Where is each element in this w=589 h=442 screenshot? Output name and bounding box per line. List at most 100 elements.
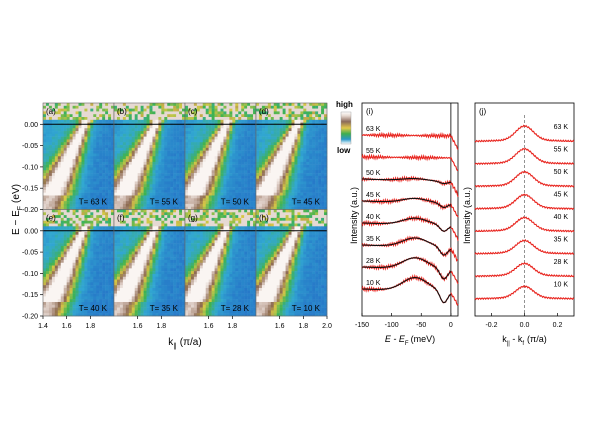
heatmap-cell: [99, 310, 103, 314]
heatmap-cell: [229, 201, 233, 205]
heatmap-cell: [122, 103, 127, 107]
heatmap-cell: [93, 114, 97, 118]
heatmap-cell: [149, 136, 153, 140]
heatmap-cell: [285, 164, 289, 168]
heatmap-cell: [122, 173, 127, 177]
heatmap-cell: [134, 125, 138, 129]
heatmap-cell: [134, 161, 138, 165]
heatmap-cell: [161, 128, 165, 132]
heatmap-cell: [321, 125, 325, 129]
heatmap-cell: [235, 181, 239, 185]
heatmap-cell: [140, 198, 144, 202]
heatmap-cell: [105, 265, 109, 269]
heatmap-cell: [66, 276, 70, 280]
heatmap-cell: [131, 237, 135, 241]
heatmap-cell: [140, 251, 144, 255]
heatmap-cell: [282, 131, 286, 135]
heatmap-cell: [267, 111, 272, 115]
heatmap-cell: [102, 301, 106, 306]
heatmap-cell: [185, 192, 189, 196]
heatmap-cell: [270, 164, 274, 168]
heatmap-cell: [69, 184, 73, 188]
heatmap-cell: [170, 192, 174, 196]
heatmap-cell: [309, 159, 313, 163]
heatmap-cell: [158, 175, 162, 179]
heatmap-cell: [51, 192, 56, 196]
heatmap-cell: [66, 220, 70, 224]
heatmap-cell: [294, 159, 298, 163]
heatmap-cell: [116, 187, 121, 191]
heatmap-cell: [72, 175, 76, 179]
heatmap-panel: (d)T= 45 K: [255, 102, 328, 210]
heatmap-cell: [63, 296, 67, 300]
heatmap-cell: [261, 114, 266, 118]
heatmap-cell: [51, 248, 56, 252]
heatmap-cell: [60, 164, 64, 168]
heatmap-cell: [270, 119, 274, 123]
heatmap-cell: [43, 187, 47, 191]
heatmap-cell: [217, 145, 221, 149]
heatmap-cell: [223, 111, 227, 115]
heatmap-cell: [217, 150, 221, 154]
heatmap-cell: [306, 105, 310, 109]
heatmap-cell: [270, 159, 274, 163]
heatmap-cell: [102, 243, 106, 247]
heatmap-cell: [208, 159, 212, 163]
heatmap-cell: [306, 189, 310, 193]
heatmap-cell: [63, 265, 67, 269]
heatmap-cell: [179, 105, 183, 109]
heatmap-cell: [75, 131, 79, 135]
heatmap-cell: [96, 187, 100, 191]
heatmap-cell: [75, 276, 79, 280]
heatmap-cell: [211, 136, 215, 140]
heatmap-cell: [57, 189, 61, 193]
heatmap-cell: [96, 206, 100, 210]
heatmap-cell: [140, 117, 144, 121]
heatmap-cell: [96, 128, 100, 132]
heatmap-cell: [72, 276, 76, 280]
heatmap-cell: [220, 187, 224, 191]
heatmap-cell: [167, 150, 171, 154]
heatmap-cell: [152, 119, 156, 123]
heatmap-cell: [116, 159, 121, 163]
heatmap-cell: [78, 262, 82, 266]
heatmap-cell: [232, 145, 236, 149]
heatmap-cell: [146, 195, 150, 199]
heatmap-cell: [306, 198, 310, 202]
heatmap-cell: [152, 142, 156, 146]
heatmap-cell: [84, 296, 88, 300]
heatmap-cell: [45, 175, 50, 179]
heatmap-cell: [63, 287, 67, 292]
heatmap-cell: [211, 175, 215, 179]
heatmap-cell: [273, 131, 277, 135]
heatmap-cell: [122, 181, 127, 185]
heatmap-cell: [318, 128, 322, 132]
heatmap-cell: [96, 108, 100, 112]
heatmap-cell: [152, 195, 156, 199]
heatmap-cell: [229, 111, 233, 115]
heatmap-cell: [93, 159, 97, 163]
heatmap-cell: [173, 161, 177, 165]
heatmap-cell: [125, 147, 130, 151]
heatmap-cell: [93, 156, 97, 160]
heatmap-cell: [315, 195, 319, 199]
heatmap-cell: [173, 142, 177, 146]
heatmap-cell: [116, 198, 121, 202]
heatmap-cell: [51, 156, 56, 160]
heatmap-cell: [43, 153, 47, 157]
heatmap-cell: [45, 293, 50, 297]
heatmap-cell: [146, 209, 150, 213]
heatmap-cell: [63, 257, 67, 261]
heatmap-cell: [161, 223, 165, 227]
heatmap-cell: [321, 164, 325, 168]
heatmap-cell: [81, 161, 85, 165]
heatmap-cell: [69, 257, 73, 261]
heatmap-cell: [208, 147, 212, 151]
heatmap-cell: [256, 128, 260, 132]
heatmap-cell: [137, 187, 141, 191]
heatmap-cell: [60, 290, 64, 294]
heatmap-cell: [128, 254, 132, 258]
heatmap-cell: [48, 164, 53, 168]
heatmap-cell: [57, 273, 61, 278]
heatmap-cell: [324, 173, 328, 177]
